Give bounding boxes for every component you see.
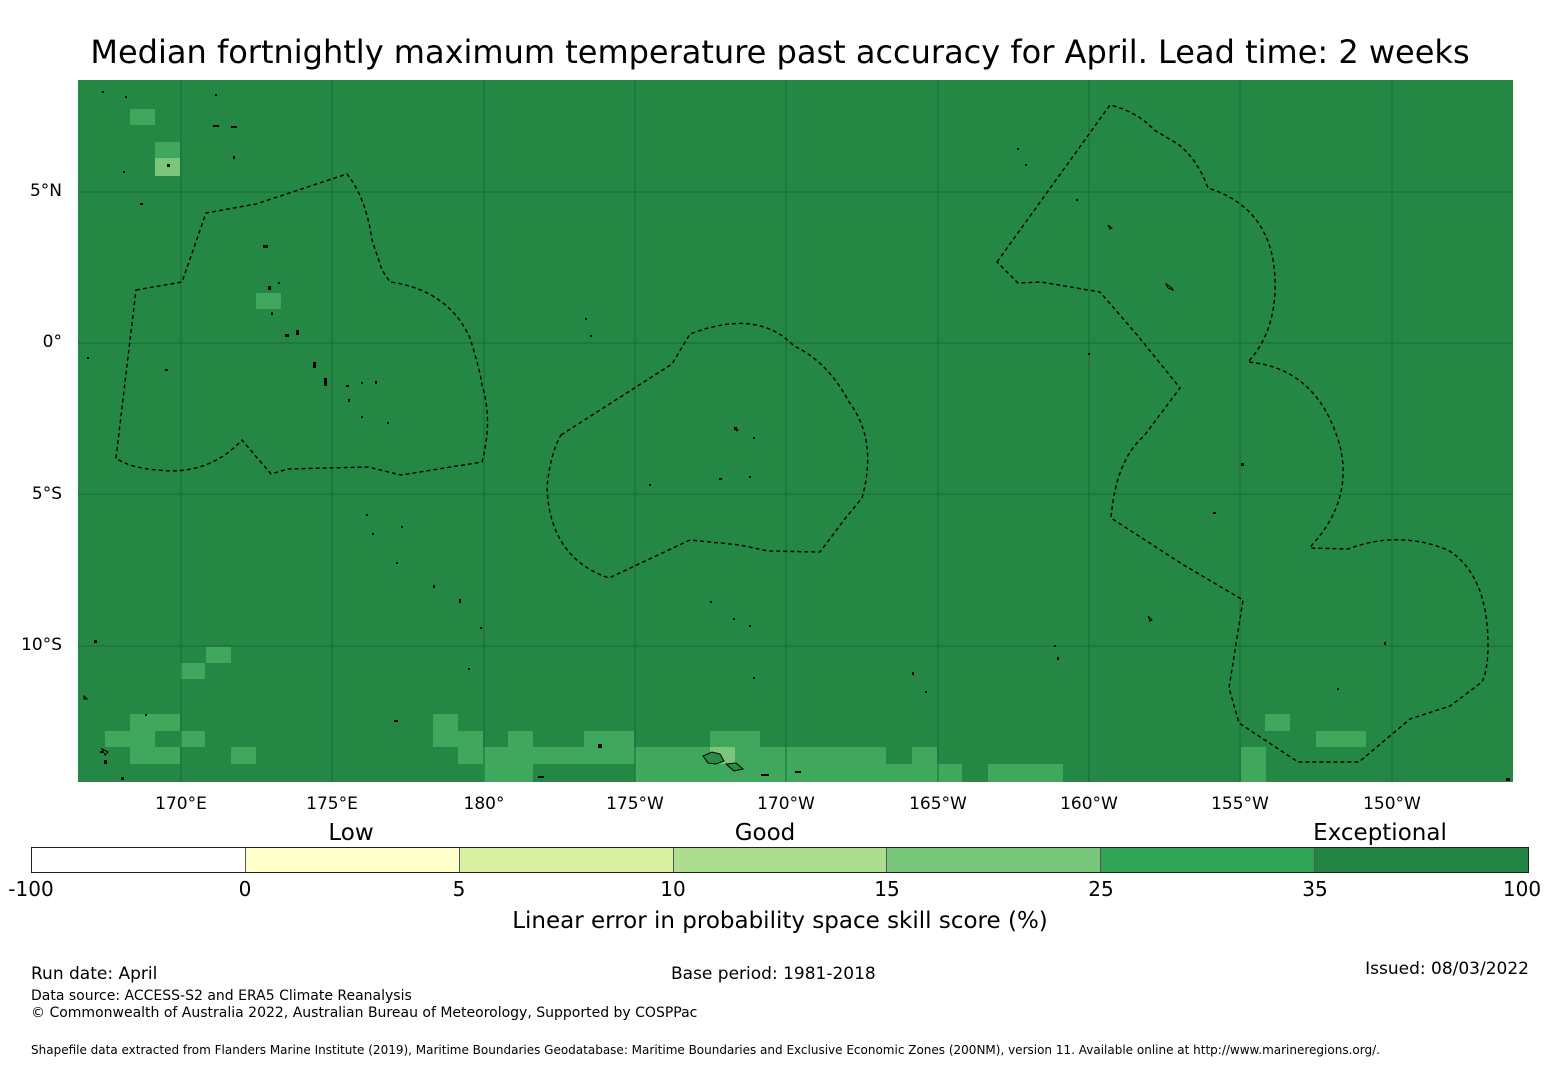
colorbar-tick: 5: [452, 877, 466, 901]
eez-boundary-tokelau-samoa: [546, 322, 869, 579]
small-islands: [87, 91, 1510, 781]
band-label-low: Low: [328, 820, 374, 846]
eez-boundary-kiribati-gilbert: [115, 173, 489, 476]
island-outline: [1164, 282, 1175, 291]
lon-label-175e: 175°E: [306, 794, 358, 814]
colorbar-segment: [673, 848, 888, 872]
lat-label-5s: 5°S: [31, 484, 62, 504]
grid-cell: [155, 142, 180, 158]
lat-label-0: 0°: [42, 332, 62, 352]
skill-map: [78, 80, 1513, 782]
base-period: Base period: 1981-2018: [671, 964, 876, 984]
eez-boundaries: [115, 104, 1489, 763]
samoa-island-outline: [724, 762, 745, 772]
colorbar-title: Linear error in probability space skill …: [512, 908, 1048, 934]
lon-label-170w: 170°W: [757, 794, 815, 814]
grid-cell: [1241, 747, 1266, 782]
grid-cell: [130, 714, 180, 731]
grid-cell: [710, 731, 760, 747]
grid-cell: [1265, 714, 1290, 731]
band-label-good: Good: [734, 820, 796, 846]
grid-cell: [861, 747, 886, 764]
lat-label-10s: 10°S: [21, 635, 62, 655]
colorbar-tick: 15: [874, 877, 900, 901]
lon-label-150w: 150°W: [1363, 794, 1421, 814]
colorbar-tick: 35: [1302, 877, 1328, 901]
grid-cell: [130, 747, 180, 764]
grid-cell: [887, 764, 937, 782]
grid-cell: [105, 731, 155, 747]
colorbar-segment: [245, 848, 460, 872]
grid-cell: [483, 764, 533, 782]
grid-cell: [433, 714, 458, 747]
grid-cell: [180, 663, 205, 679]
grid-cell: [988, 764, 1063, 782]
lon-label-160w: 160°W: [1060, 794, 1118, 814]
island-outline: [83, 694, 89, 700]
colorbar-segment: [1315, 848, 1529, 872]
band-label-exceptional: Exceptional: [1313, 820, 1447, 846]
colorbar-tick: 0: [238, 877, 252, 901]
grid-cell: [130, 109, 155, 125]
colorbar-tick: 25: [1088, 877, 1114, 901]
colorbar-segment: [459, 848, 674, 872]
island-outline: [1107, 224, 1113, 230]
grid-cell: [937, 764, 962, 782]
colorbar-tick: 100: [1502, 877, 1542, 901]
lon-label-175w: 175°W: [606, 794, 664, 814]
lat-label-5n: 5°N: [29, 181, 62, 201]
grid-cell: [635, 764, 887, 782]
grid-cell: [231, 747, 256, 764]
grid-cell: [458, 731, 483, 764]
colorbar-segment: [32, 848, 246, 872]
skill-cells: [105, 109, 1366, 782]
samoa-island-outline: [702, 751, 725, 765]
island-outline: [1147, 615, 1153, 622]
copyright: © Commonwealth of Australia 2022, Austra…: [31, 1005, 698, 1021]
grid-cell: [1316, 731, 1366, 747]
data-source: Data source: ACCESS-S2 and ERA5 Climate …: [31, 988, 412, 1004]
grid-cell: [508, 731, 533, 747]
graticule: [78, 80, 1513, 782]
lon-label-180: 180°: [463, 794, 505, 814]
island-outline: [100, 747, 109, 756]
grid-cell: [584, 731, 634, 747]
run-date: Run date: April: [31, 964, 158, 984]
map-title: Median fortnightly maximum temperature p…: [90, 33, 1470, 71]
lon-label-155w: 155°W: [1211, 794, 1269, 814]
colorbar-segment: [887, 848, 1102, 872]
colorbar: [31, 847, 1529, 873]
issued-date: Issued: 08/03/2022: [1365, 959, 1529, 979]
eez-boundary-kiribati-line: [996, 104, 1489, 763]
lon-label-165w: 165°W: [909, 794, 967, 814]
colorbar-tick: -100: [8, 877, 54, 901]
grid-cell: [256, 293, 281, 309]
grid-cell: [180, 731, 205, 747]
lon-label-170e: 170°E: [155, 794, 207, 814]
colorbar-tick: 10: [660, 877, 686, 901]
map-background: [78, 80, 1513, 782]
grid-cell: [206, 647, 231, 663]
shapefile-credit: Shapefile data extracted from Flanders M…: [31, 1043, 1380, 1057]
grid-cell: [483, 747, 863, 764]
colorbar-segment: [1101, 848, 1316, 872]
